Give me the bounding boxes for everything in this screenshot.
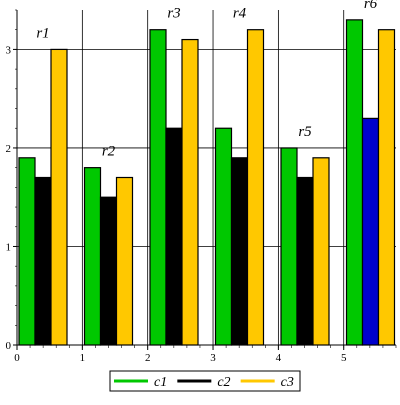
x-tick-label: 1: [80, 352, 86, 364]
group-label-r3: r3: [167, 6, 180, 22]
y-tick-label: 0: [6, 340, 12, 352]
bar-r1-c1: [18, 157, 36, 346]
y-tick-label: 2: [6, 143, 12, 155]
bar-r3-c2: [165, 127, 183, 346]
bar-r5-c2: [296, 176, 314, 346]
axes: 0 1 2 3 4 5 0 1 2 3: [6, 9, 397, 364]
bar-r4-c2: [230, 157, 249, 346]
bar-r3-c1: [149, 29, 167, 346]
bar-r6-c2: [361, 117, 380, 346]
group-label-r4: r4: [233, 6, 247, 22]
x-tick-label: 0: [14, 352, 20, 364]
x-tick-label: 4: [276, 352, 282, 364]
bar-r2-c2: [99, 196, 118, 346]
legend-label-c1: c1: [154, 375, 167, 390]
x-tick-label: 3: [210, 352, 216, 364]
bar-r3-c3: [181, 38, 199, 346]
y-tick-label: 1: [6, 241, 12, 253]
legend-label-c2: c2: [217, 375, 230, 390]
y-tick-label: 3: [6, 44, 12, 56]
bar-r2-c3: [115, 176, 134, 346]
bar-r4-c3: [246, 29, 265, 346]
gridlines: [16, 10, 396, 346]
group-labels: r1 r2 r3 r4 r5 r6: [36, 0, 377, 160]
bar-r5-c1: [280, 147, 298, 346]
bar-r6-c1: [345, 19, 364, 346]
x-tick-label: 2: [145, 352, 151, 364]
bar-r1-c2: [34, 176, 52, 346]
group-label-r5: r5: [298, 124, 312, 140]
legend-label-c3: c3: [281, 375, 294, 390]
bar-r5-c3: [312, 157, 330, 346]
bar-r6-c3: [377, 29, 396, 346]
bar-r4-c1: [214, 127, 233, 346]
legend: c1 c2 c3: [109, 370, 301, 392]
bars: [18, 19, 396, 346]
group-label-r6: r6: [364, 0, 378, 12]
group-label-r1: r1: [36, 25, 49, 41]
group-label-r2: r2: [102, 144, 116, 160]
bar-r1-c3: [50, 48, 68, 346]
bar-r2-c1: [83, 167, 102, 346]
x-tick-label: 5: [341, 352, 347, 364]
